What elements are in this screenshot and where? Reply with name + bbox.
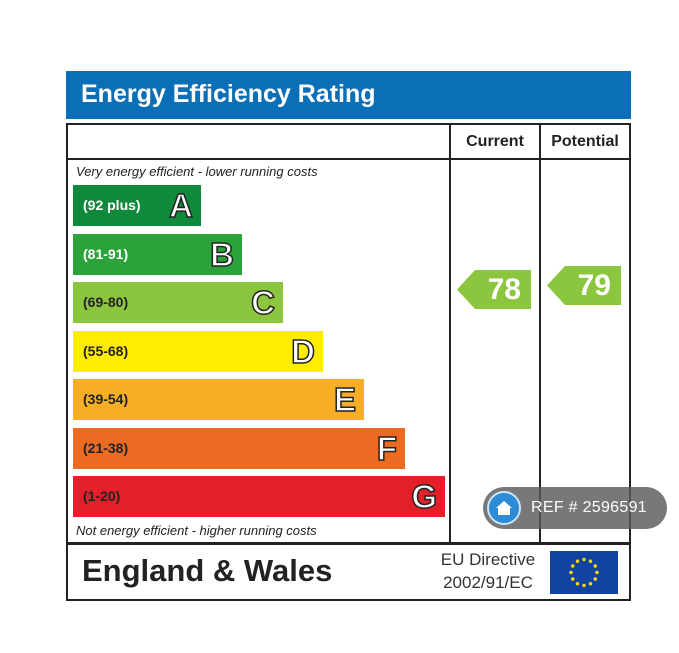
band-f: (21-38) F [73, 428, 405, 469]
band-b-letter: B [209, 235, 234, 274]
band-a-letter: A [168, 186, 193, 225]
rating-title: Energy Efficiency Rating [81, 80, 376, 108]
band-f-range: (21-38) [83, 440, 129, 456]
eu-flag-icon [550, 551, 618, 594]
region-label: England & Wales [82, 553, 333, 588]
eu-star-icon [569, 570, 573, 575]
band-g: (1-20) G [73, 476, 445, 517]
eu-star-icon [593, 564, 597, 568]
eu-star-icon [588, 582, 593, 586]
caption-bottom: Not energy efficient - higher running co… [76, 523, 317, 538]
reference-badge: REF # 2596591 [483, 487, 667, 529]
directive-line-2: 2002/91/EC [443, 573, 533, 592]
eu-star-icon [575, 582, 580, 586]
eu-star-icon [588, 559, 593, 563]
band-c-letter: C [250, 283, 275, 322]
band-e-range: (39-54) [83, 391, 129, 407]
band-e: (39-54) E [73, 379, 364, 420]
eu-star-icon [582, 583, 586, 588]
potential-column-header: Potential [551, 133, 619, 150]
directive-label: EU Directive 2002/91/EC [432, 548, 544, 594]
band-e-letter: E [333, 380, 357, 419]
band-g-range: (1-20) [83, 488, 121, 504]
band-f-letter: F [376, 429, 398, 468]
eu-star-icon [593, 577, 597, 581]
band-a: (92 plus) A [73, 185, 201, 226]
eu-star-icon [582, 557, 586, 562]
potential-rating-arrow: 79 [547, 266, 621, 305]
home-icon [487, 491, 521, 525]
band-a-range: (92 plus) [83, 197, 141, 213]
eu-star-icon [571, 564, 575, 568]
band-b-range: (81-91) [83, 246, 129, 262]
directive-line-1: EU Directive [440, 550, 536, 569]
eu-star-icon [575, 559, 580, 563]
band-d-letter: D [290, 332, 315, 371]
current-rating-value: 78 [487, 273, 521, 306]
column-divider-potential [539, 125, 541, 542]
rating-footer: England & Wales EU Directive 2002/91/EC [66, 543, 631, 601]
reference-number: REF # 2596591 [531, 499, 647, 516]
band-c-range: (69-80) [83, 294, 129, 310]
current-rating-arrow: 78 [457, 270, 531, 309]
header-divider [68, 158, 629, 160]
eu-star-icon [571, 577, 575, 581]
band-g-letter: G [411, 477, 438, 516]
current-column-header: Current [466, 133, 524, 150]
potential-rating-value: 79 [577, 269, 611, 302]
column-divider-current [449, 125, 451, 542]
band-d-range: (55-68) [83, 343, 129, 359]
caption-top: Very energy efficient - lower running co… [76, 164, 318, 179]
eu-star-icon [595, 570, 599, 575]
rating-header: Energy Efficiency Rating [66, 71, 631, 119]
rating-table: Current Potential Very energy efficient … [66, 123, 631, 544]
band-c: (69-80) C [73, 282, 283, 323]
band-b: (81-91) B [73, 234, 242, 275]
band-d: (55-68) D [73, 331, 323, 372]
